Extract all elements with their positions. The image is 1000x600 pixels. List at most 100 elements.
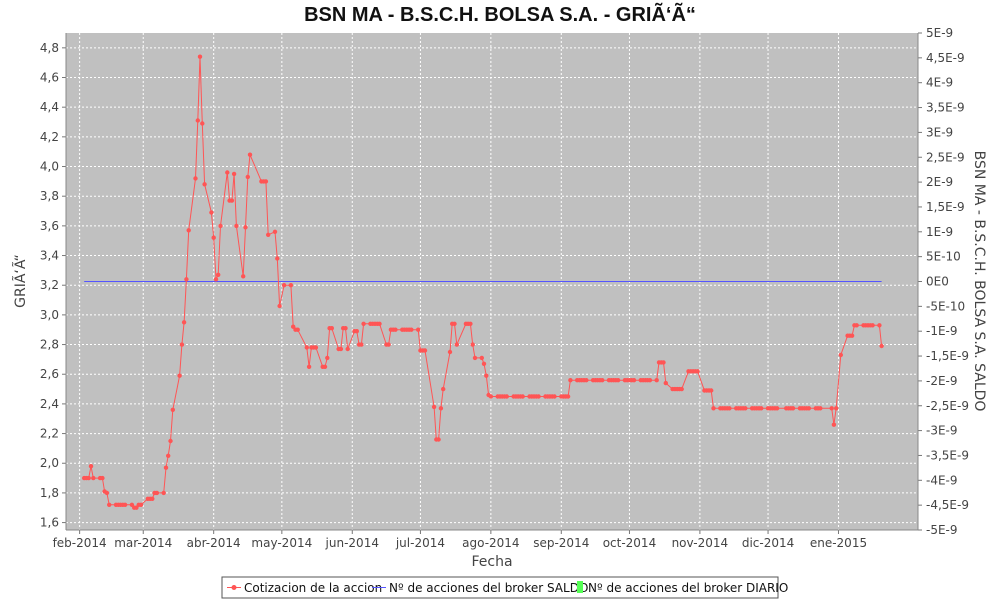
data-point-cotizacion (107, 502, 112, 507)
data-point-cotizacion (711, 406, 716, 411)
data-point-cotizacion (377, 321, 382, 326)
data-point-cotizacion (565, 394, 571, 399)
data-point-cotizacion (150, 496, 155, 501)
y-left-tick-label: 4,6 (40, 71, 59, 85)
data-point-cotizacion (247, 152, 253, 157)
data-point-cotizacion (161, 490, 166, 496)
data-point-cotizacion (879, 343, 884, 349)
data-point-cotizacion (829, 406, 834, 411)
data-point-cotizacion (202, 182, 207, 187)
data-point-cotizacion (470, 342, 475, 347)
data-point-cotizacion (568, 378, 573, 383)
data-point-cotizacion (186, 228, 191, 233)
y-axis-left: 1,6 1,8 2,0 2,2 2,4 2,6 2,8 3,0 3,2 3,4 3,6 3,8 4,0 4… (40, 33, 67, 530)
x-tick-label: ago-2014 (462, 536, 519, 550)
data-point-cotizacion (759, 406, 764, 411)
data-point-cotizacion (484, 373, 489, 378)
data-point-cotizacion (229, 198, 235, 203)
data-point-cotizacion (663, 380, 668, 386)
data-point-cotizacion (322, 364, 328, 369)
data-point-cotizacion (361, 321, 366, 326)
data-point-cotizacion (218, 223, 223, 229)
y-axis-left-label: GRIÃ‘Ã“ (12, 254, 29, 308)
data-point-cotizacion (281, 283, 287, 288)
data-point-cotizacion (600, 378, 605, 383)
y-right-tick-label: 5E-10 (926, 250, 961, 264)
y-axis-right: 5E-9 4,5E-9 4E-9 3,5E-9 3E-9 2,5E-9 2E-9 1,5E-9… (917, 26, 969, 537)
y-left-tick-label: 3,6 (40, 219, 59, 233)
data-point-cotizacion (436, 437, 441, 442)
y-left-tick-label: 2,6 (40, 367, 59, 381)
data-point-cotizacion (409, 327, 414, 332)
x-tick-label: nov-2014 (672, 536, 729, 550)
data-point-cotizacion (654, 378, 659, 383)
data-point-cotizacion (197, 54, 203, 59)
data-point-cotizacion (338, 346, 344, 352)
x-tick-label: may-2014 (251, 536, 312, 550)
x-tick-label: oct-2014 (603, 536, 657, 550)
data-point-cotizacion (393, 327, 398, 332)
legend-swatch-diario (577, 581, 583, 593)
data-point-cotizacion (263, 179, 269, 184)
y-right-tick-label: 1,5E-9 (926, 200, 965, 214)
data-point-cotizacion (154, 490, 160, 496)
data-point-cotizacion (431, 404, 437, 410)
y-right-tick-label: -5E-10 (926, 299, 965, 313)
y-left-tick-label: 2,8 (40, 338, 59, 352)
x-tick-label: ene-2015 (810, 536, 867, 550)
y-right-tick-label: -1,5E-9 (926, 349, 969, 363)
data-point-cotizacion (774, 406, 780, 411)
y-left-tick-label: 1,8 (40, 486, 59, 500)
y-right-tick-label: 1E-9 (926, 225, 953, 239)
data-point-cotizacion (709, 388, 714, 393)
series-layer (82, 54, 884, 510)
data-point-cotizacion (122, 502, 128, 507)
data-point-cotizacion (447, 349, 453, 355)
y-right-tick-label: 3E-9 (926, 125, 953, 139)
y-left-tick-label: 1,6 (40, 516, 59, 530)
data-point-cotizacion (661, 360, 666, 365)
data-point-cotizacion (479, 355, 484, 361)
data-point-cotizacion (163, 465, 169, 470)
data-point-cotizacion (138, 502, 144, 507)
y-right-tick-label: -4E-9 (926, 473, 958, 487)
data-point-cotizacion (520, 394, 525, 399)
data-point-cotizacion (438, 406, 444, 411)
y-left-tick-label: 2,2 (40, 427, 59, 441)
data-point-cotizacion (838, 352, 843, 358)
data-point-cotizacion (647, 378, 653, 383)
data-point-cotizacion (615, 378, 621, 383)
data-point-cotizacion (695, 369, 700, 374)
x-axis-label: Fecha (471, 554, 512, 570)
legend-label-saldo: Nº de acciones del broker SALDO (389, 581, 588, 595)
y-right-tick-label: 5E-9 (926, 26, 953, 40)
data-point-cotizacion (552, 394, 557, 399)
y-left-tick-label: 4,4 (40, 100, 59, 114)
data-point-cotizacion (870, 323, 875, 328)
data-point-cotizacion (245, 174, 250, 180)
data-point-cotizacion (225, 170, 230, 175)
data-point-cotizacion (468, 321, 473, 326)
y-right-tick-label: 4E-9 (926, 76, 953, 90)
x-tick-label: feb-2014 (53, 536, 107, 550)
data-point-cotizacion (306, 364, 312, 369)
data-point-cotizacion (472, 355, 478, 361)
data-point-cotizacion (849, 333, 855, 338)
data-point-cotizacion (170, 407, 175, 412)
data-point-cotizacion (481, 361, 487, 366)
legend-marker-cotizacion (231, 585, 237, 590)
x-tick-label: jun-2014 (325, 536, 379, 550)
data-point-cotizacion (584, 378, 589, 383)
data-point-cotizacion (241, 274, 246, 279)
legend: Cotizacion de la accion Nº de acciones d… (221, 576, 788, 599)
y-left-tick-label: 3,0 (40, 308, 59, 322)
y-left-tick-label: 3,2 (40, 278, 59, 292)
data-point-cotizacion (877, 323, 882, 328)
data-point-cotizacion (304, 345, 309, 350)
data-point-cotizacion (91, 475, 96, 481)
y-left-tick-label: 4,8 (40, 41, 59, 55)
legend-label-diario: Nº de acciones del broker DIARIO (588, 581, 788, 595)
data-point-cotizacion (386, 342, 391, 347)
data-point-cotizacion (195, 118, 200, 123)
